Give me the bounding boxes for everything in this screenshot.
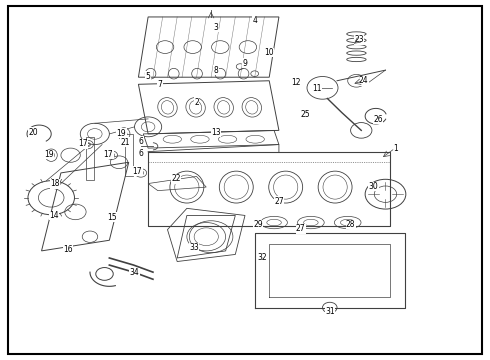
- Text: 6: 6: [138, 136, 143, 145]
- Text: 22: 22: [172, 175, 181, 184]
- Text: 13: 13: [211, 128, 221, 137]
- Text: 9: 9: [243, 59, 247, 68]
- Text: 26: 26: [373, 114, 383, 123]
- Text: 11: 11: [312, 84, 321, 93]
- Text: 31: 31: [325, 307, 335, 316]
- Text: 5: 5: [146, 72, 150, 81]
- Text: 33: 33: [189, 243, 199, 252]
- Text: 15: 15: [107, 213, 117, 222]
- Text: 29: 29: [253, 220, 263, 229]
- Text: 10: 10: [265, 48, 274, 57]
- Text: 20: 20: [28, 128, 38, 137]
- Text: 4: 4: [252, 16, 257, 25]
- Text: 2: 2: [194, 98, 199, 107]
- Text: 25: 25: [301, 110, 310, 119]
- Text: 19: 19: [44, 150, 53, 159]
- Text: 32: 32: [257, 253, 267, 262]
- Text: 14: 14: [49, 211, 58, 220]
- Bar: [125, 134, 133, 176]
- Text: 28: 28: [346, 220, 355, 229]
- Text: 17: 17: [103, 150, 113, 159]
- Text: 27: 27: [296, 224, 306, 233]
- Text: 23: 23: [354, 36, 364, 45]
- Text: 17: 17: [133, 167, 142, 176]
- Text: 34: 34: [130, 268, 140, 277]
- Text: 3: 3: [214, 23, 219, 32]
- Text: 17: 17: [78, 139, 88, 148]
- Text: 18: 18: [50, 179, 60, 188]
- Text: 27: 27: [274, 197, 284, 206]
- Text: 16: 16: [63, 244, 73, 253]
- Text: 12: 12: [291, 78, 301, 87]
- Bar: [86, 138, 94, 180]
- Text: 7: 7: [158, 80, 163, 89]
- Text: 8: 8: [214, 66, 219, 75]
- Text: 6: 6: [138, 149, 143, 158]
- Text: 24: 24: [359, 76, 368, 85]
- Text: 19: 19: [117, 129, 126, 138]
- Text: 30: 30: [368, 182, 378, 191]
- Text: 21: 21: [120, 138, 130, 147]
- Text: 1: 1: [393, 144, 397, 153]
